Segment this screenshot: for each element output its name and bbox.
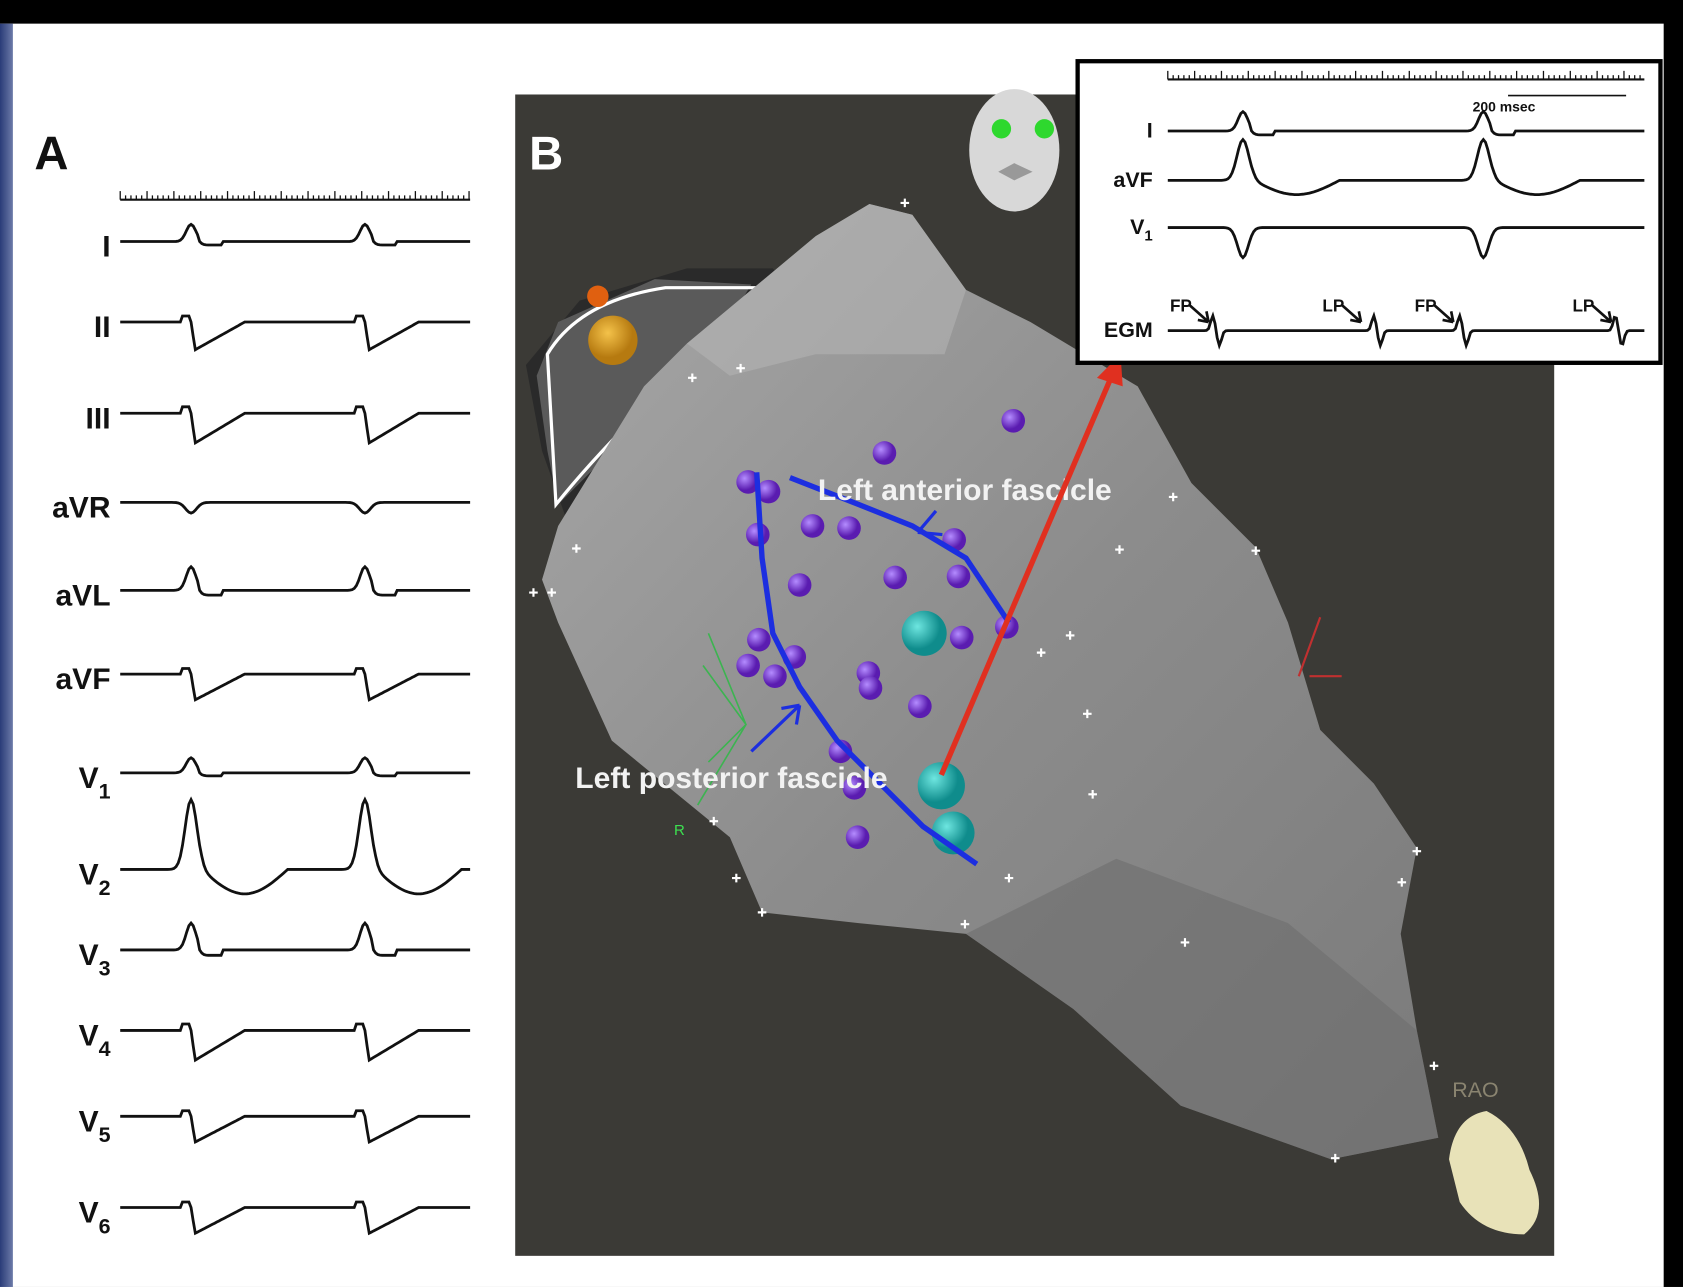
panel-label: A [34,128,68,181]
mapping-point [747,628,771,652]
annotation: Left posterior fascicle [575,762,887,795]
lead-name: III [86,402,111,435]
lead-subscript: 1 [1144,227,1152,244]
orientation-face [969,89,1059,211]
lead-label: III [86,402,111,435]
lead-name: aVF [1113,168,1152,192]
mapping-point [788,573,812,597]
ablation-sphere [902,611,947,656]
lead-label: aVF [1113,168,1152,192]
inset-box [1078,61,1661,363]
lead-name: aVL [55,579,110,612]
lead-name: I [1147,118,1153,142]
lead-name: V [79,858,99,891]
lead-subscript: 3 [99,957,111,981]
mapping-point [837,516,861,540]
mapping-point [846,825,870,849]
mapping-point [883,566,907,590]
mapping-point [763,664,787,688]
lead-name: aVR [52,491,111,524]
lead-label: aVL [55,579,110,612]
mapping-point [908,694,932,718]
egm-marker: FP [1415,295,1437,315]
egm-marker: LP [1572,295,1594,315]
lead-label: aVR [52,491,111,524]
mapping-point [873,441,897,465]
mapping-point [801,514,825,538]
lead-subscript: 2 [99,876,111,900]
page: A IIIIIIaVRaVLaVFV1V2V3V4V5V6 B R Left a… [0,0,1683,1287]
lead-name: I [102,231,110,264]
lead-subscript: 5 [99,1123,111,1147]
lead-subscript: 1 [99,780,111,804]
edge-strip [0,24,13,1287]
mapping-point [859,676,883,700]
lead-name: V [79,762,99,795]
marker-sphere [587,286,608,307]
lead-subscript: 4 [99,1037,111,1061]
lead-label: II [94,311,111,344]
catheter-sphere [588,316,637,365]
face-eye [1035,119,1054,138]
face-eye [992,119,1011,138]
lead-name: V [79,939,99,972]
egm-marker: FP [1170,295,1192,315]
lead-label: I [1147,118,1153,142]
lead-label: I [102,231,110,264]
mapping-point [950,626,974,650]
lead-name: V [1130,215,1145,239]
lead-name: aVF [55,663,110,696]
mapping-point [1001,409,1025,433]
right-edge [1664,0,1683,1287]
lead-name: V [79,1105,99,1138]
lead-name: V [79,1019,99,1052]
lead-label: aVF [55,663,110,696]
lead-label: EGM [1104,318,1153,342]
mapping-point [736,654,760,678]
lead-name: II [94,311,111,344]
panel-label: B [529,128,563,181]
axis-label: R [674,822,685,839]
lead-subscript: 6 [99,1214,111,1238]
lead-name: V [79,1197,99,1230]
egm-marker: LP [1322,295,1344,315]
view-label: RAO [1452,1078,1499,1102]
figure: A IIIIIIaVRaVLaVFV1V2V3V4V5V6 B R Left a… [0,0,1683,1287]
mapping-point [947,565,971,589]
lead-name: EGM [1104,318,1153,342]
